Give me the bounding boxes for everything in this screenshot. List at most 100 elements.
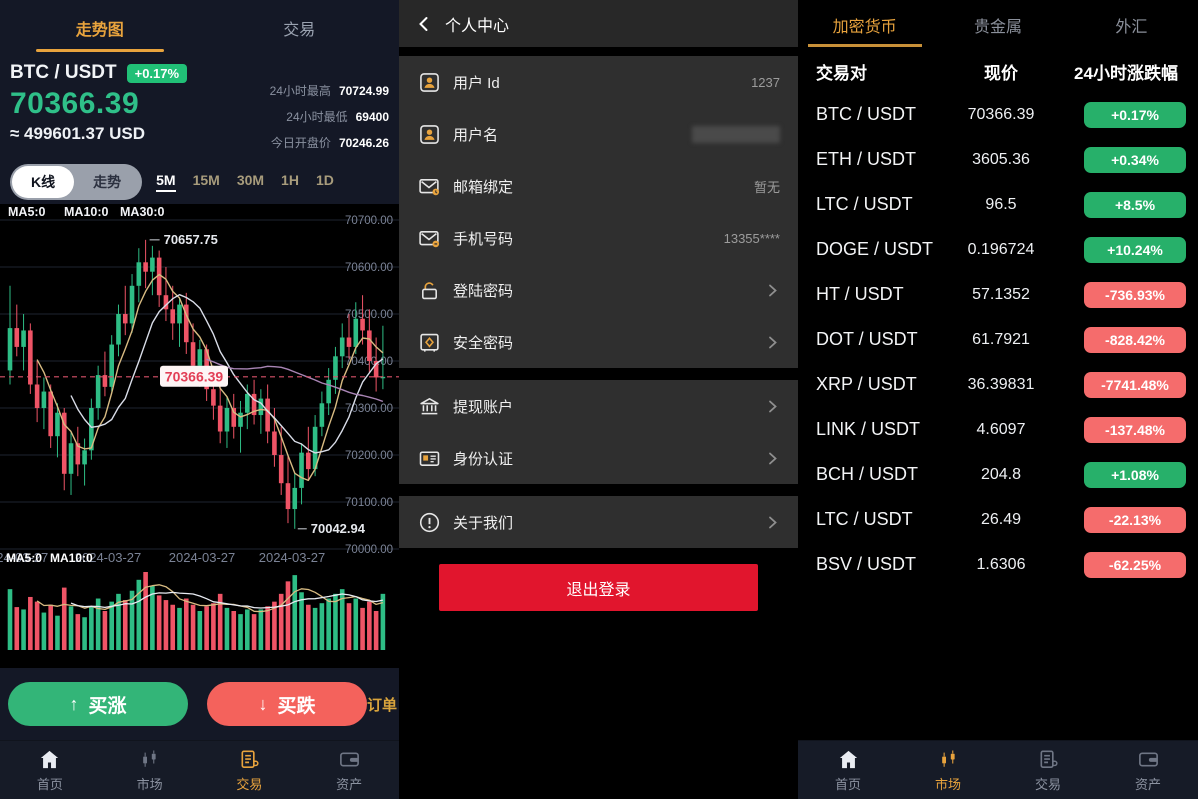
- change-badge: +0.34%: [1084, 146, 1186, 173]
- nav-item-交易[interactable]: 交易: [200, 741, 300, 799]
- logout-button[interactable]: 退出登录: [439, 564, 758, 611]
- buy-up-button[interactable]: ↑ 买涨: [8, 682, 188, 726]
- market-row-LINK/USDT[interactable]: LINK / USDT 4.6097 -137.48%: [798, 407, 1198, 452]
- tab-交易[interactable]: 交易: [283, 22, 316, 39]
- order-link[interactable]: 订单: [366, 697, 397, 714]
- svg-text:MA30:0: MA30:0: [120, 205, 165, 219]
- market-row-BCH/USDT[interactable]: BCH / USDT 204.8 +1.08%: [798, 452, 1198, 497]
- pair-name: DOGE / USDT: [816, 239, 934, 259]
- page-title: 个人中心: [445, 17, 510, 35]
- timeframe-1H[interactable]: 1H: [281, 172, 299, 188]
- nav-label: 交易: [236, 777, 263, 792]
- pair-name: BTC / USDT: [816, 104, 917, 124]
- profile-screen: 个人中心 用户 Id 1237 用户名 邮箱绑定 暂无 手机号码 13355**** 登陆密码…: [399, 0, 798, 799]
- trade-icon: [238, 747, 261, 771]
- pair-name: HT / USDT: [816, 284, 904, 304]
- nav-label: 首页: [36, 777, 63, 792]
- chevron-right-icon: [765, 335, 780, 350]
- nav-item-首页[interactable]: 首页: [798, 741, 898, 799]
- svg-text:70657.75: 70657.75: [164, 232, 218, 247]
- timeframe-15M[interactable]: 15M: [192, 172, 220, 188]
- pair-name: DOT / USDT: [816, 329, 918, 349]
- profile-section: 用户 Id 1237 用户名 邮箱绑定 暂无 手机号码 13355**** 登陆密码 安全密码: [399, 56, 798, 368]
- stat-row: 24小时最高 70724.99: [269, 84, 389, 98]
- toggle-K线[interactable]: K线: [12, 166, 75, 198]
- market-table: BTC / USDT 70366.39 +0.17% ETH / USDT 3605.3…: [798, 92, 1198, 587]
- idcard-icon: [417, 446, 441, 470]
- market-tab-加密货币[interactable]: 加密货币: [798, 0, 931, 50]
- item-label: 邮箱绑定: [453, 178, 514, 196]
- timeframe-5M[interactable]: 5M: [156, 172, 176, 192]
- market-row-LTC/USDT[interactable]: LTC / USDT 26.49 -22.13%: [798, 497, 1198, 542]
- pair-price: 70366.39: [967, 105, 1035, 123]
- svg-text:70042.94: 70042.94: [311, 521, 366, 536]
- svg-text:70300.00: 70300.00: [345, 403, 393, 415]
- pair-price: 0.196724: [967, 240, 1035, 258]
- market-row-LTC/USDT[interactable]: LTC / USDT 96.5 +8.5%: [798, 182, 1198, 227]
- market-row-HT/USDT[interactable]: HT / USDT 57.1352 -736.93%: [798, 272, 1198, 317]
- stat-row: 24小时最低 69400: [286, 110, 389, 124]
- item-value: 1237: [751, 74, 780, 90]
- item-label: 关于我们: [453, 514, 514, 532]
- back-chevron-icon[interactable]: [415, 15, 433, 33]
- market-row-DOGE/USDT[interactable]: DOGE / USDT 0.196724 +10.24%: [798, 227, 1198, 272]
- candlestick-chart[interactable]: 70700.0070600.0070500.0070400.0070300.00…: [0, 204, 399, 668]
- svg-text:70200.00: 70200.00: [345, 450, 393, 462]
- market-tab-外汇[interactable]: 外汇: [1115, 19, 1148, 36]
- nav-item-市场[interactable]: 市场: [100, 741, 200, 799]
- change-badge: -828.42%: [1084, 326, 1186, 353]
- toggle-走势[interactable]: 走势: [93, 174, 122, 190]
- market-row-DOT/USDT[interactable]: DOT / USDT 61.7921 -828.42%: [798, 317, 1198, 362]
- trade-icon: [1037, 747, 1060, 771]
- profile-item-用户名[interactable]: 用户名: [399, 108, 798, 160]
- nav-item-交易[interactable]: 交易: [998, 741, 1098, 799]
- profile-item-身份认证[interactable]: 身份认证: [399, 432, 798, 484]
- profile-item-提现账户[interactable]: 提现账户: [399, 380, 798, 432]
- ticker-summary: BTC / USDT +0.17% 70366.39 ≈ 499601.37 U…: [0, 56, 399, 160]
- usd-equivalent: ≈ 499601.37 USD: [10, 124, 146, 143]
- pair-price: 204.8: [980, 465, 1022, 483]
- home-icon: [837, 747, 860, 771]
- profile-item-邮箱绑定[interactable]: 邮箱绑定 暂无: [399, 160, 798, 212]
- nav-item-资产[interactable]: 资产: [299, 741, 399, 799]
- user-icon: [417, 70, 441, 94]
- item-label: 提现账户: [453, 398, 514, 416]
- market-tab-贵金属[interactable]: 贵金属: [973, 19, 1022, 36]
- timeframe-30M[interactable]: 30M: [236, 172, 265, 188]
- daily-stats: 24小时最高 70724.99 24小时最低 69400 今日开盘价 70246.26: [270, 82, 389, 151]
- market-row-BTC/USDT[interactable]: BTC / USDT 70366.39 +0.17%: [798, 92, 1198, 137]
- pair-name: BSV / USDT: [816, 554, 917, 574]
- pair-price: 4.6097: [976, 420, 1026, 438]
- nav-item-市场[interactable]: 市场: [898, 741, 998, 799]
- mail-icon: [417, 174, 441, 198]
- tab-走势图[interactable]: 走势图: [0, 0, 200, 56]
- market-row-ETH/USDT[interactable]: ETH / USDT 3605.36 +0.34%: [798, 137, 1198, 182]
- svg-text:70700.00: 70700.00: [345, 215, 393, 227]
- profile-item-安全密码[interactable]: 安全密码: [399, 316, 798, 368]
- nav-label: 市场: [136, 777, 163, 792]
- blurred-username-value: [692, 125, 780, 143]
- nav-item-资产[interactable]: 资产: [1098, 741, 1198, 799]
- profile-section: 提现账户身份认证: [399, 380, 798, 484]
- last-price: 70366.39: [10, 87, 140, 120]
- profile-item-用户 Id[interactable]: 用户 Id 1237: [399, 56, 798, 108]
- profile-item-关于我们[interactable]: 关于我们: [399, 496, 798, 548]
- pair-price: 61.7921: [972, 330, 1030, 348]
- profile-item-手机号码[interactable]: 手机号码 13355****: [399, 212, 798, 264]
- profile-item-登陆密码[interactable]: 登陆密码: [399, 264, 798, 316]
- timeframe-1D[interactable]: 1D: [315, 172, 334, 188]
- assets-icon: [1137, 747, 1160, 771]
- lock-icon: [417, 278, 441, 302]
- chevron-right-icon: [765, 283, 780, 298]
- nav-item-首页[interactable]: 首页: [0, 741, 100, 799]
- about-icon: [417, 510, 441, 534]
- svg-text:MA5:0: MA5:0: [8, 205, 46, 219]
- item-label: 用户 Id: [453, 74, 500, 92]
- market-row-BSV/USDT[interactable]: BSV / USDT 1.6306 -62.25%: [798, 542, 1198, 587]
- buy-up-label: 买涨: [88, 695, 127, 717]
- market-row-XRP/USDT[interactable]: XRP / USDT 36.39831 -7741.48%: [798, 362, 1198, 407]
- nav-label: 资产: [1134, 777, 1161, 792]
- pair-price: 96.5: [985, 195, 1017, 213]
- buy-down-button[interactable]: ↓ 买跌: [207, 682, 367, 726]
- pair-price: 57.1352: [972, 285, 1030, 303]
